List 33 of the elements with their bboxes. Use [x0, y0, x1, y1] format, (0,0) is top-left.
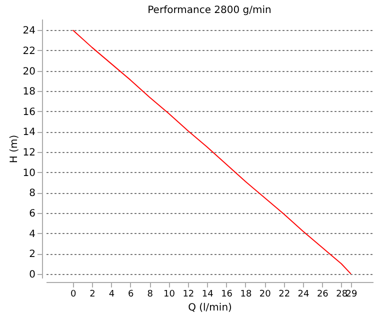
x-tick-label: 22 — [278, 290, 290, 300]
y-tick-label: 12 — [22, 148, 36, 159]
y-tick-label: 16 — [22, 106, 36, 118]
x-tick-label: 12 — [182, 290, 194, 300]
x-tick-label: 20 — [259, 290, 272, 300]
x-tick-label: 4 — [108, 290, 115, 300]
x-tick-label: 0 — [70, 290, 76, 300]
x-tick-label: 26 — [316, 290, 329, 300]
x-tick-label: 16 — [221, 290, 233, 300]
y-tick-label: 14 — [22, 127, 36, 138]
y-tick-label: 6 — [29, 208, 36, 220]
x-tick-label: 29 — [346, 290, 358, 300]
chart-title: Performance 2800 g/min — [148, 5, 272, 16]
x-tick-label: 18 — [240, 290, 252, 300]
x-tick-label: 8 — [147, 290, 154, 300]
y-tick-label: 8 — [29, 188, 36, 200]
x-tick-label: 10 — [164, 290, 176, 300]
x-tick-label: 24 — [298, 290, 310, 300]
x-tick-label: 14 — [202, 290, 214, 300]
y-tick-label: 22 — [22, 46, 36, 57]
x-tick-label: 2 — [90, 290, 96, 300]
y-tick-label: 4 — [29, 228, 36, 240]
y-tick-label: 24 — [22, 26, 36, 37]
x-tick-label: 6 — [128, 290, 134, 300]
x-axis-title: Q (l/min) — [188, 302, 232, 314]
y-tick-label: 18 — [22, 86, 36, 98]
line-series — [72, 30, 352, 274]
y-tick-label: 0 — [29, 269, 36, 280]
y-tick-label: 20 — [22, 66, 36, 78]
y-axis-title: H (m) — [8, 134, 20, 164]
y-tick-label: 2 — [29, 249, 36, 260]
y-tick-label: 10 — [22, 168, 36, 179]
x-tick-label: 28 — [336, 290, 348, 300]
